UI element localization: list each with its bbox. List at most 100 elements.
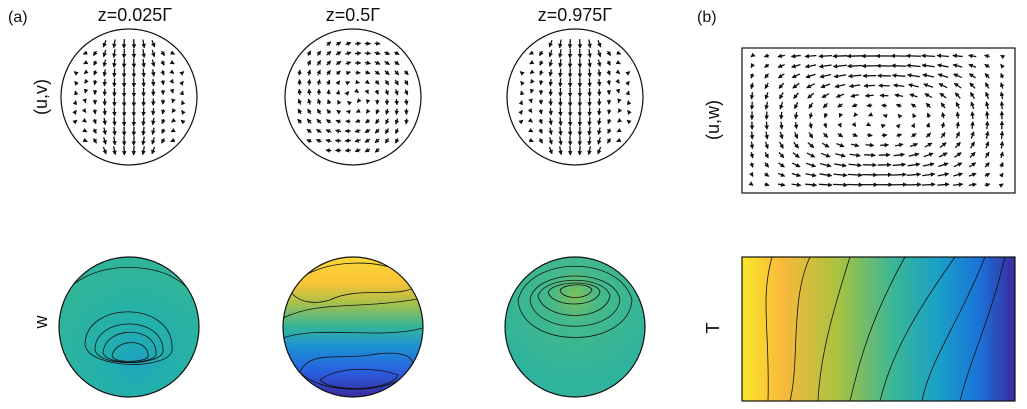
velocity-arrow (777, 182, 786, 187)
velocity-arrow (597, 127, 602, 136)
velocity-arrow (984, 141, 990, 149)
velocity-arrow (297, 88, 302, 95)
velocity-arrow (394, 108, 400, 116)
velocity-arrow (141, 117, 146, 127)
velocity-arrow (909, 93, 918, 98)
velocity-arrow (394, 98, 399, 106)
velocity-arrow (384, 128, 390, 135)
velocity-arrow (316, 118, 322, 124)
velocity-arrow (141, 58, 146, 68)
velocity-arrow (779, 141, 784, 149)
velocity-arrow (587, 136, 592, 146)
velocity-arrow (952, 182, 964, 187)
velocity-arrow (806, 152, 816, 158)
velocity-arrow (374, 60, 381, 65)
velocity-arrow (985, 91, 990, 100)
velocity-arrow (316, 108, 322, 115)
velocity-arrow (922, 73, 935, 78)
velocity-arrow (121, 39, 127, 49)
velocity-arrow (527, 107, 533, 113)
velocity-arrow (82, 127, 88, 133)
velocity-arrow (548, 117, 553, 126)
velocity-arrow (984, 182, 991, 188)
velocity-arrow (849, 152, 861, 158)
velocity-arrow (306, 138, 312, 144)
velocity-arrow (365, 99, 371, 105)
velocity-arrow (779, 92, 784, 100)
velocity-arrow (84, 78, 89, 84)
velocity-arrow (597, 49, 602, 58)
velocity-arrow (807, 92, 815, 99)
velocity-arrow (805, 162, 817, 168)
velocity-arrow (926, 112, 932, 118)
column-title: z=0.025Γ (98, 5, 173, 25)
frame (741, 47, 1016, 194)
velocity-arrow (527, 117, 533, 123)
velocity-arrow (374, 128, 380, 134)
velocity-arrow (112, 39, 117, 49)
velocity-arrow (921, 63, 935, 68)
velocity-arrow (778, 82, 785, 89)
velocity-arrow (998, 172, 1004, 178)
velocity-arrow (93, 80, 98, 86)
velocity-arrow (895, 123, 901, 129)
velocity-arrow (924, 93, 933, 99)
velocity-arrow (999, 151, 1004, 159)
velocity-arrow (984, 172, 991, 178)
velocity-arrow (102, 108, 107, 116)
velocity-arrow (791, 73, 801, 79)
velocity-arrow (925, 132, 932, 138)
velocity-arrow (567, 39, 573, 49)
velocity-arrow (820, 152, 831, 158)
velocity-arrow (346, 100, 352, 106)
velocity-arrow (922, 172, 936, 177)
velocity-arrow (577, 39, 583, 49)
velocity-arrow (161, 138, 166, 144)
velocity-arrow (102, 127, 107, 136)
velocity-arrow (394, 60, 400, 66)
velocity-arrow (530, 78, 535, 84)
velocity-arrow (984, 162, 990, 168)
velocity-arrow (577, 145, 583, 156)
velocity-arrow (384, 89, 389, 96)
velocity-arrow (121, 145, 127, 156)
velocity-arrow (838, 112, 844, 118)
velocity-arrow (954, 152, 962, 158)
velocity-arrow (851, 121, 857, 127)
velocity-arrow (866, 121, 872, 127)
velocity-arrow (777, 53, 785, 59)
domain-outline (504, 256, 646, 398)
velocity-arrow (778, 151, 785, 159)
velocity-arrow (180, 100, 186, 106)
velocity-arrow (315, 128, 322, 134)
velocity-arrow (777, 73, 785, 79)
velocity-arrow (894, 93, 904, 98)
velocity-arrow (968, 182, 977, 187)
velocity-arrow (567, 145, 573, 156)
velocity-arrow (345, 61, 352, 66)
velocity-arrow (169, 78, 174, 84)
quiver (518, 39, 632, 156)
velocity-arrow (938, 162, 949, 168)
velocity-arrow (822, 132, 829, 138)
velocity-arrow (867, 132, 873, 138)
velocity-arrow (404, 99, 409, 106)
velocity-arrow (394, 138, 400, 144)
velocity-arrow (306, 78, 312, 86)
velocity-arrow (952, 63, 963, 68)
velocity-arrow (520, 80, 525, 86)
velocity-arrow (150, 69, 156, 77)
velocity-arrow (906, 182, 922, 187)
velocity-arrow (102, 117, 107, 126)
velocity-arrow (72, 109, 77, 115)
velocity-arrow (891, 172, 907, 177)
velocity-arrow (364, 50, 372, 56)
velocity-arrow (764, 101, 769, 110)
velocity-arrow (968, 53, 977, 59)
velocity-arrow (72, 100, 78, 106)
velocity-arrow (847, 63, 863, 69)
velocity-arrow (364, 89, 369, 95)
velocity-arrow (853, 112, 859, 118)
velocity-arrow (82, 50, 88, 55)
